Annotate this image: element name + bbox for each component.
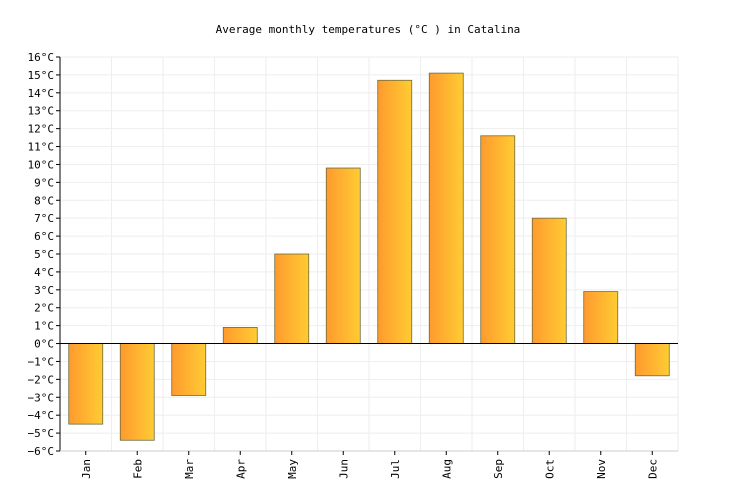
x-tick-label: Nov: [595, 459, 608, 479]
x-tick-label: Apr: [234, 459, 247, 479]
x-tick-label: Jul: [389, 459, 402, 479]
bar-sep: [480, 135, 516, 344]
y-tick-label: 5°C: [34, 248, 54, 261]
y-tick-label: −1°C: [28, 355, 55, 368]
bar-jul: [377, 79, 413, 344]
bar-may: [274, 253, 310, 344]
x-tick-label: Sep: [492, 459, 505, 479]
x-tick-label: Dec: [646, 459, 659, 479]
bar-jan: [68, 343, 104, 425]
y-tick-label: −5°C: [28, 427, 55, 440]
axes: [56, 56, 678, 455]
x-tick-label: Jun: [337, 459, 350, 479]
x-tick-label: Oct: [543, 459, 556, 479]
y-tick-label: −6°C: [28, 445, 55, 458]
bar-dec: [634, 343, 670, 377]
y-tick-label: 0°C: [34, 338, 54, 351]
x-tick-label: May: [286, 459, 299, 479]
bar-feb: [119, 343, 155, 441]
grid: [59, 56, 679, 452]
bar-apr: [222, 327, 258, 344]
y-tick-label: 11°C: [28, 141, 55, 154]
y-tick-label: −2°C: [28, 373, 55, 386]
bars: [68, 72, 670, 441]
bar-nov: [583, 291, 619, 344]
x-tick-labels: Jan Feb Mar Apr May Jun Jul Aug Sep Oct Nov Dec: [80, 459, 660, 479]
x-tick-label: Mar: [183, 459, 196, 479]
y-tick-label: 8°C: [34, 194, 54, 207]
y-tick-label: 1°C: [34, 320, 54, 333]
y-tick-label: 7°C: [34, 212, 54, 225]
y-tick-label: 4°C: [34, 266, 54, 279]
y-tick-label: 10°C: [28, 158, 55, 171]
x-tick-label: Feb: [131, 459, 144, 479]
y-tick-label: 16°C: [28, 51, 55, 64]
y-tick-label: −3°C: [28, 391, 55, 404]
bar-oct: [531, 217, 567, 344]
y-tick-label: 3°C: [34, 284, 54, 297]
y-tick-label: 12°C: [28, 123, 55, 136]
y-tick-label: 14°C: [28, 87, 55, 100]
y-tick-label: 15°C: [28, 69, 55, 82]
chart-title: Average monthly temperatures (°C ) in Ca…: [216, 23, 521, 36]
bar-aug: [428, 72, 464, 344]
bar-jun: [325, 167, 361, 344]
x-tick-label: Jan: [80, 459, 93, 479]
y-tick-label: 6°C: [34, 230, 54, 243]
bar-mar: [171, 343, 207, 396]
y-tick-label: 9°C: [34, 176, 54, 189]
y-tick-label: −4°C: [28, 409, 55, 422]
y-tick-label: 13°C: [28, 105, 55, 118]
y-tick-label: 2°C: [34, 302, 54, 315]
y-tick-labels: −6°C −5°C −4°C −3°C −2°C −1°C 0°C 1°C 2°C 3°C 4°C 5…: [28, 51, 55, 458]
x-tick-label: Aug: [440, 459, 453, 479]
